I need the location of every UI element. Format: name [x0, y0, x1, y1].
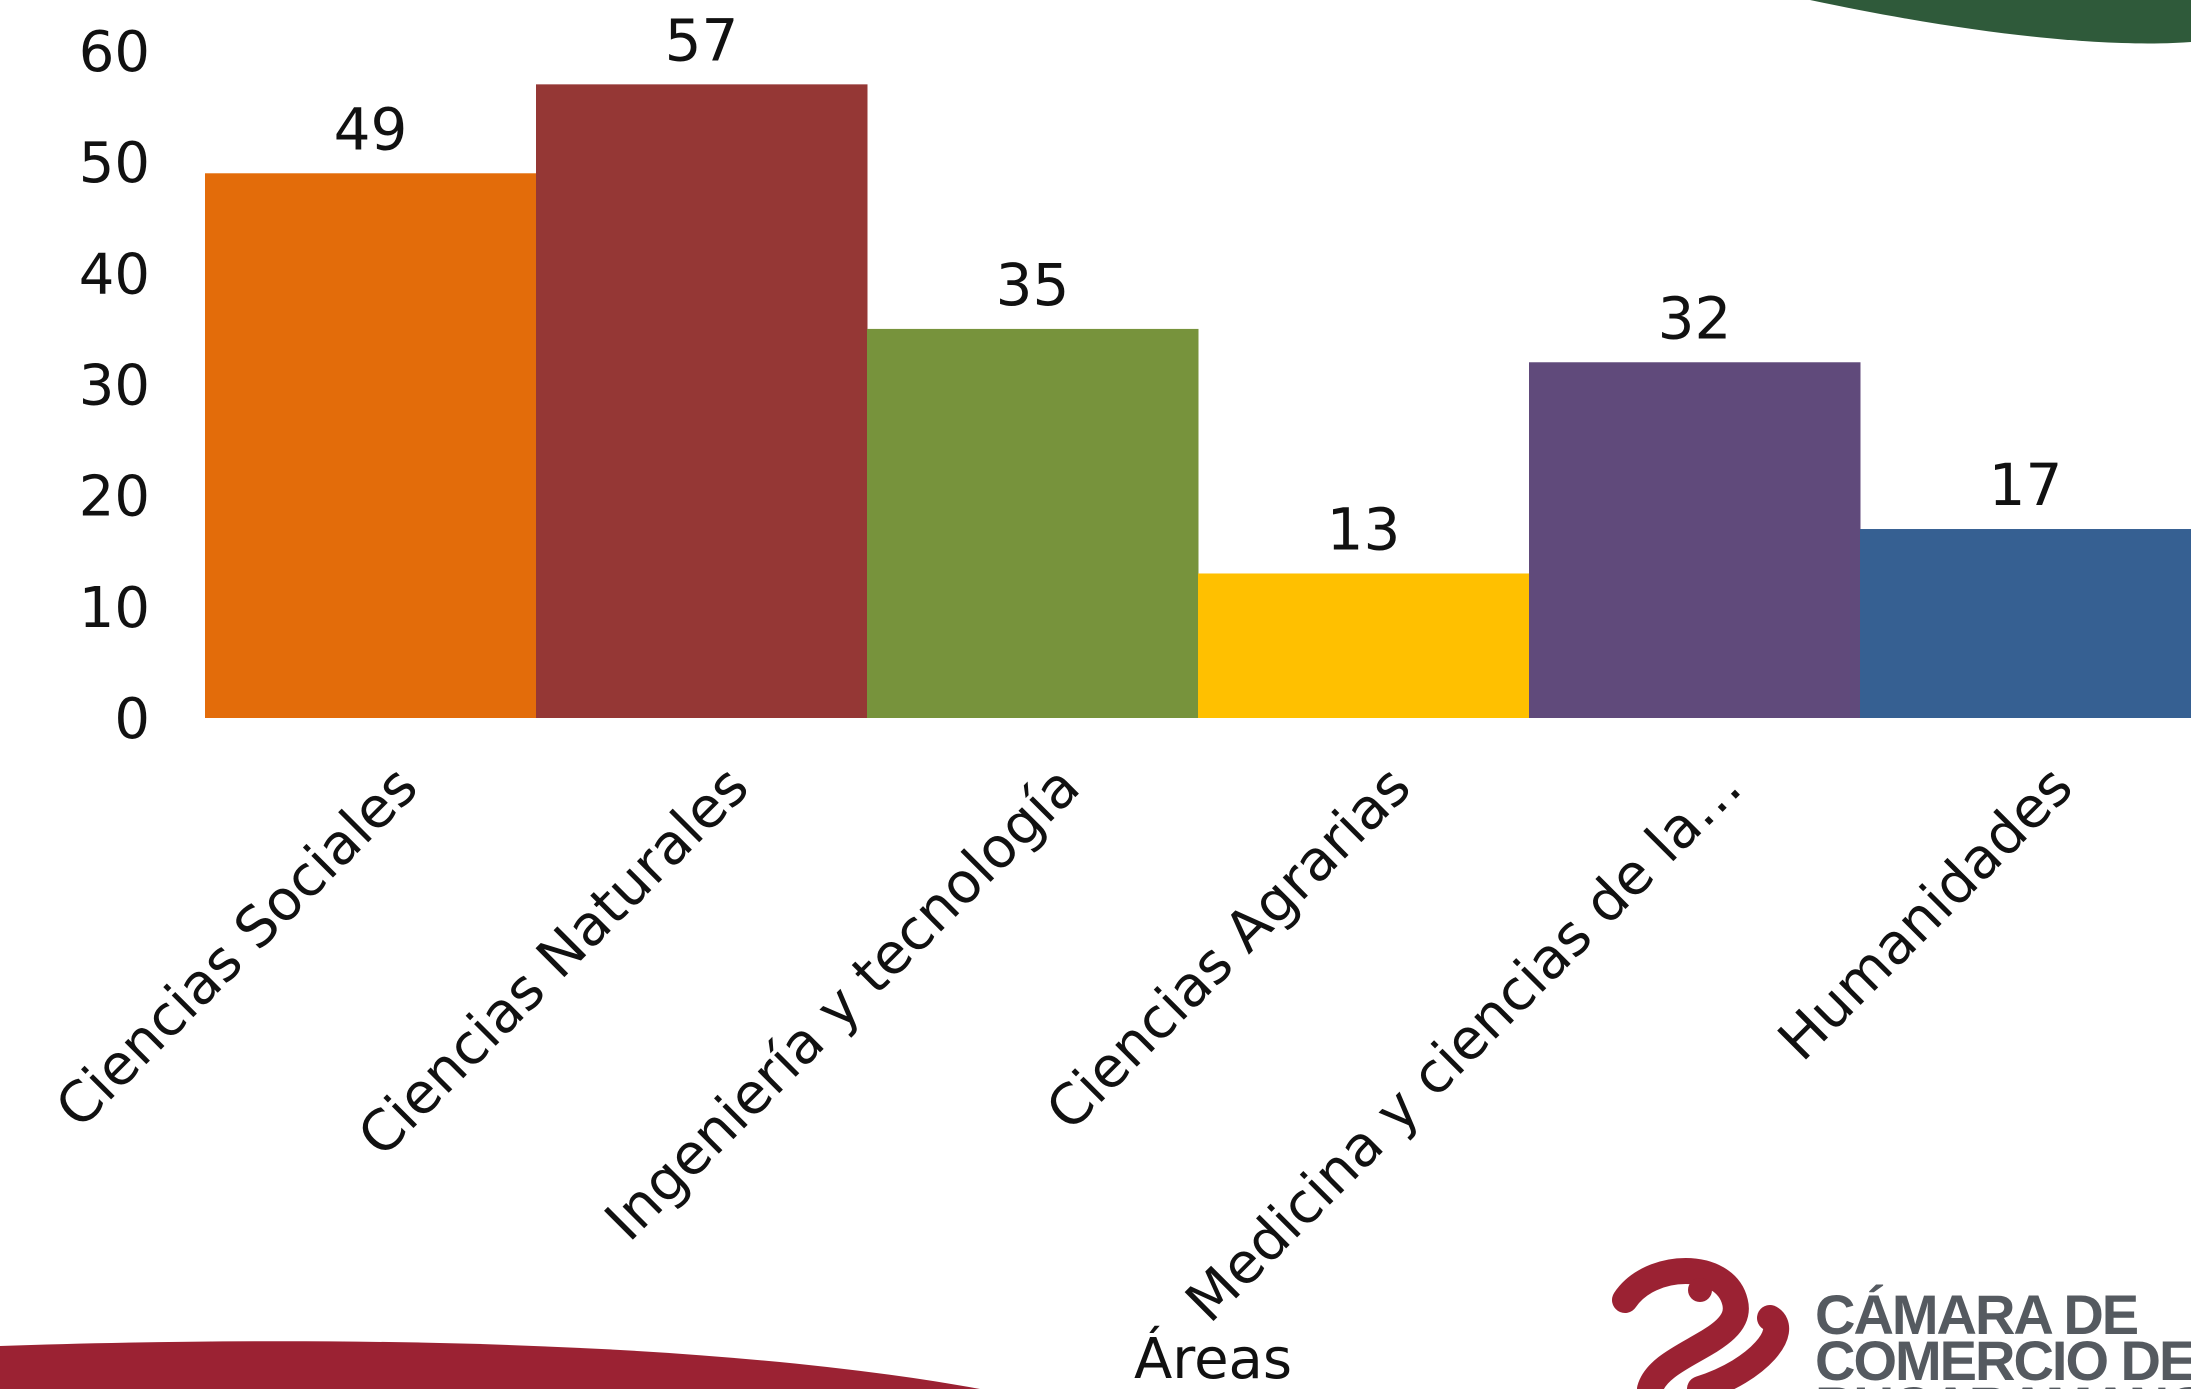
- footer-band: [0, 1341, 980, 1389]
- data-label-3: 13: [1327, 495, 1401, 563]
- y-tick-label-20: 20: [79, 465, 150, 530]
- category-label-0: Ciencias Sociales: [44, 754, 431, 1141]
- y-tick-label-10: 10: [79, 576, 150, 641]
- bar-3: [1198, 573, 1530, 718]
- bar-2: [867, 329, 1199, 718]
- bar-1: [536, 84, 868, 718]
- header-photo-strip: [1810, 0, 2191, 43]
- y-tick-label-40: 40: [79, 242, 150, 307]
- y-axis-ticks: 0 10 20 30 40 50 60: [79, 20, 150, 752]
- x-axis-title: Áreas: [1134, 1327, 1292, 1389]
- data-label-2: 35: [996, 251, 1070, 319]
- y-tick-label-50: 50: [79, 131, 150, 196]
- category-label-4: Medicina y ciencias de la…: [1174, 754, 1755, 1335]
- bars-group: [205, 84, 2191, 718]
- y-tick-label-0: 0: [114, 687, 150, 752]
- data-label-4: 32: [1658, 284, 1732, 352]
- data-label-5: 17: [1989, 451, 2063, 519]
- logo-dot-icon: [1688, 1278, 1712, 1302]
- bar-0: [205, 173, 537, 718]
- camara-comercio-logo: CÁMARA DE COMERCIO DE BUCARAMANGA: [1625, 1271, 2191, 1389]
- y-tick-label-30: 30: [79, 354, 150, 419]
- data-label-0: 49: [334, 95, 408, 163]
- bar-5: [1860, 529, 2191, 718]
- category-label-5: Humanidades: [1766, 754, 2085, 1073]
- category-label-3: Ciencias Agrarias: [1034, 754, 1423, 1143]
- bar-4: [1529, 362, 1861, 718]
- data-label-1: 57: [665, 6, 739, 74]
- logo-line-3: BUCARAMANGA: [1815, 1375, 2191, 1389]
- y-tick-label-60: 60: [79, 20, 150, 85]
